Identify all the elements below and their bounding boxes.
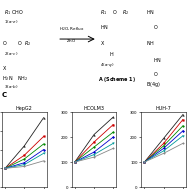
Text: $\rm O$: $\rm O$ — [17, 39, 22, 47]
Title: HUH-7: HUH-7 — [156, 106, 172, 111]
Text: $\rm X$: $\rm X$ — [2, 64, 7, 72]
Title: HCOLM3: HCOLM3 — [83, 106, 105, 111]
Text: $\rm NH_2$: $\rm NH_2$ — [17, 74, 28, 84]
Text: $\rm 1(a$–$e)$: $\rm 1(a$–$e)$ — [4, 18, 18, 25]
Text: C: C — [2, 92, 7, 98]
Text: $\rm 4(a$–$q)$: $\rm 4(a$–$q)$ — [99, 61, 114, 69]
Text: $\rm O$: $\rm O$ — [153, 70, 158, 78]
Text: $R_1$: $R_1$ — [4, 9, 11, 17]
Text: $\rm H_2O$, Reflux: $\rm H_2O$, Reflux — [59, 25, 85, 33]
Text: $\rm O$: $\rm O$ — [153, 22, 158, 31]
Text: $\rm CHO$: $\rm CHO$ — [11, 9, 24, 16]
Text: $\rm NH$: $\rm NH$ — [146, 39, 154, 47]
Text: $\rm ZnO$: $\rm ZnO$ — [66, 36, 77, 44]
Text: $\rm B(4g)$: $\rm B(4g)$ — [146, 80, 161, 89]
Title: HepG2: HepG2 — [16, 106, 33, 111]
Text: $\rm 2(a$–$c)$: $\rm 2(a$–$c)$ — [4, 50, 18, 57]
Text: $\rm X$: $\rm X$ — [99, 39, 105, 47]
Text: $R_2$: $R_2$ — [122, 9, 129, 17]
Text: $\rm HN$: $\rm HN$ — [153, 56, 162, 64]
Text: $\rm H$: $\rm H$ — [109, 50, 114, 58]
Text: $R_2$: $R_2$ — [24, 39, 31, 48]
Text: $\rm H_2N$: $\rm H_2N$ — [2, 74, 13, 84]
Text: $\rm HN$: $\rm HN$ — [99, 22, 108, 31]
Text: $R_1$: $R_1$ — [99, 9, 107, 17]
Text: $\rm HN$: $\rm HN$ — [146, 9, 155, 16]
Text: $\rm 3(a$–$b)$: $\rm 3(a$–$b)$ — [4, 83, 18, 90]
Text: $\bf A\ (Scheme\ 1)$: $\bf A\ (Scheme\ 1)$ — [98, 74, 136, 84]
Text: $\rm O$: $\rm O$ — [2, 39, 7, 47]
Text: $\rm O$: $\rm O$ — [112, 9, 118, 16]
